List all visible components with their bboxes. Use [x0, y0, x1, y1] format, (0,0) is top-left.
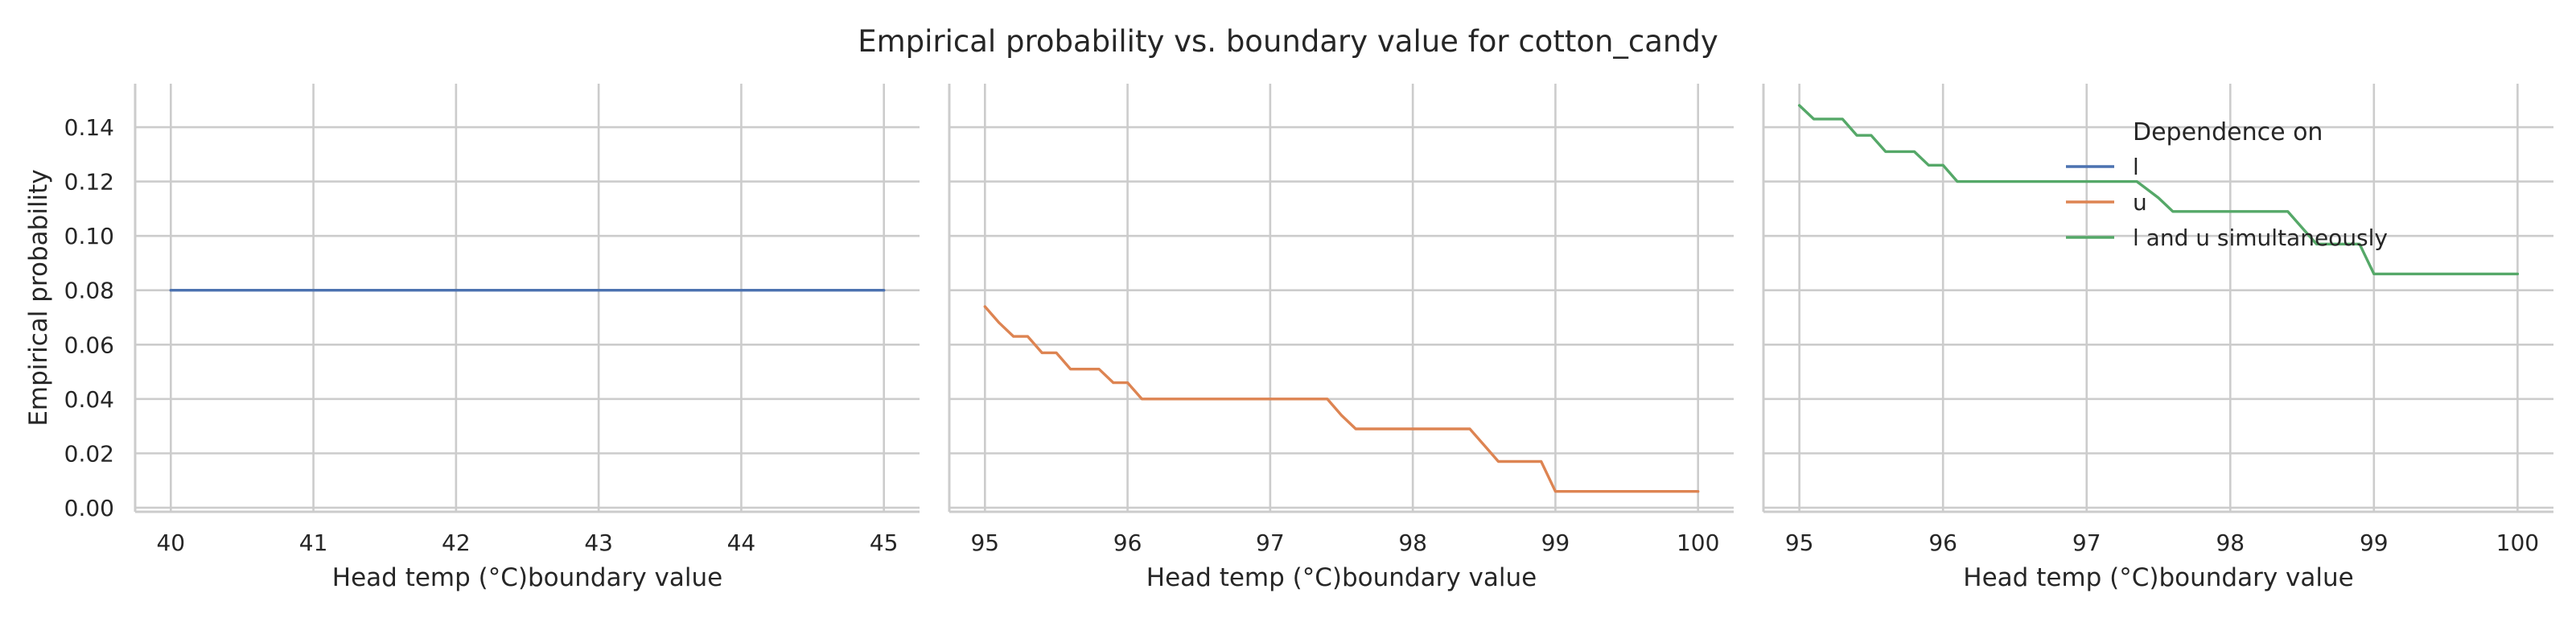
- x-tick-label: 44: [727, 529, 756, 556]
- y-tick-label: 0.08: [64, 278, 114, 304]
- x-tick-label: 43: [584, 529, 613, 556]
- y-tick-label: 0.00: [64, 495, 114, 521]
- legend-label: l: [2133, 154, 2139, 180]
- y-tick-label: 0.14: [64, 114, 114, 141]
- x-tick-label: 45: [870, 529, 899, 556]
- series-line-l-and-u-simultaneously: [1797, 104, 2520, 276]
- y-tick-label: 0.10: [64, 223, 114, 249]
- panels: 0.00 0.02 0.04 0.06 0.08 0.10 0.12 0.14 40 41 42 43…: [24, 84, 2553, 592]
- x-tick-label: 95: [970, 529, 999, 556]
- figure-title: Empirical probability vs. boundary value…: [858, 24, 1718, 59]
- panel-1: 0.00 0.02 0.04 0.06 0.08 0.10 0.12 0.14 40 41 42 43…: [24, 84, 920, 592]
- x-tick-label: 100: [2496, 529, 2539, 556]
- legend-entry: u: [2066, 189, 2147, 216]
- panel-2: 95 96 97 98 99 100 Head temp (°C)boundary valu…: [948, 84, 1734, 592]
- x-axis-label: Head temp (°C)boundary value: [1963, 563, 2353, 592]
- series-line-u: [983, 305, 1700, 493]
- y-tick-label: 0.06: [64, 332, 114, 358]
- x-tick-label: 99: [1541, 529, 1570, 556]
- x-tick-label: 100: [1677, 529, 1719, 556]
- legend-title: Dependence on: [2133, 118, 2323, 146]
- y-axis-label: Empirical probability: [24, 169, 53, 426]
- y-tick-label: 0.04: [64, 386, 114, 413]
- y-tick-label: 0.12: [64, 169, 114, 196]
- panel-3: 95 96 97 98 99 100 Head temp (°C)boundary valu…: [1762, 84, 2553, 592]
- x-tick-label: 98: [1398, 529, 1427, 556]
- legend-entry: l and u simultaneously: [2066, 225, 2388, 251]
- x-tick-label: 98: [2216, 529, 2245, 556]
- legend: Dependence on lu l and u simultaneously: [2066, 118, 2388, 251]
- x-tick-label: 96: [1928, 529, 1957, 556]
- x-axis-label: Head temp (°C)boundary value: [332, 563, 722, 592]
- x-tick-label: 96: [1113, 529, 1142, 556]
- x-tick-label: 40: [156, 529, 185, 556]
- x-axis-label: Head temp (°C)boundary value: [1146, 563, 1537, 592]
- x-tick-label: 41: [299, 529, 328, 556]
- legend-label: l and u simultaneously: [2133, 225, 2388, 251]
- y-tick-label: 0.02: [64, 440, 114, 467]
- x-tick-label: 97: [1256, 529, 1285, 556]
- x-tick-label: 99: [2360, 529, 2389, 556]
- x-tick-label: 97: [2072, 529, 2101, 556]
- x-tick-label: 42: [442, 529, 471, 556]
- x-tick-label: 95: [1785, 529, 1814, 556]
- legend-entry: l: [2066, 154, 2139, 180]
- legend-label: u: [2133, 189, 2147, 216]
